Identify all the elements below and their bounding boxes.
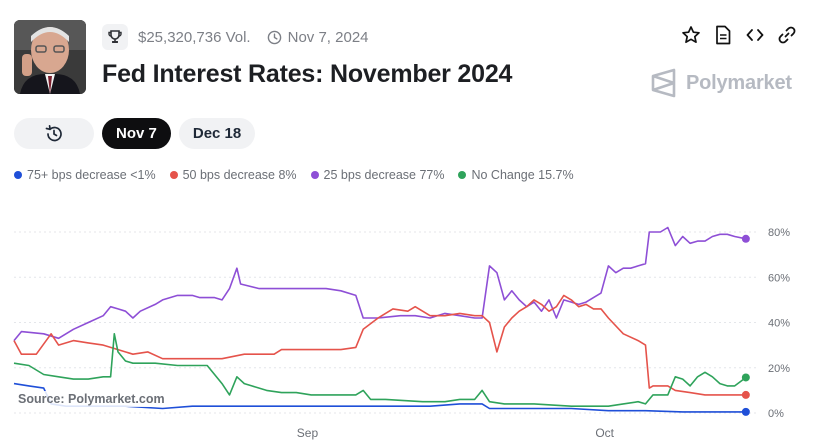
legend-label: 75+ bps decrease <1% [27, 168, 156, 182]
code-icon[interactable] [745, 25, 765, 45]
volume-text: $25,320,736 Vol. [138, 28, 251, 46]
y-tick-label: 60% [768, 272, 790, 284]
series-line-25-bps-decrease [13, 226, 747, 342]
tab-nov-7[interactable]: Nov 7 [102, 118, 171, 149]
trophy-icon [102, 24, 128, 50]
market-meta: $25,320,736 Vol. Nov 7, 2024 [102, 24, 369, 50]
legend-item: 25 bps decrease 77% [310, 168, 445, 182]
date-tabs: Nov 7 Dec 18 [14, 118, 256, 149]
market-actions [681, 25, 797, 45]
document-icon[interactable] [713, 25, 733, 45]
series-end-point-75-bps-decrease [741, 407, 750, 416]
legend-item: No Change 15.7% [458, 168, 574, 182]
y-tick-label: 80% [768, 227, 790, 239]
portrait-image [14, 20, 86, 94]
history-button[interactable] [14, 118, 94, 149]
legend-dot [458, 171, 467, 179]
legend-dot [310, 171, 319, 179]
brand-name: Polymarket [686, 71, 792, 94]
clock-icon [267, 30, 282, 45]
tab-dec-18[interactable]: Dec 18 [178, 118, 256, 149]
y-tick-label: 40% [768, 318, 790, 330]
source-label: Source: Polymarket.com [14, 391, 169, 407]
market-avatar [14, 20, 86, 94]
series-end-point-no-change [741, 373, 750, 382]
history-icon [45, 124, 62, 141]
brand-logo: Polymarket [650, 68, 792, 98]
x-tick-label: Oct [595, 426, 614, 440]
series-line-no-change [13, 333, 747, 407]
series-end-point-50-bps-decrease [741, 390, 750, 399]
link-icon[interactable] [777, 25, 797, 45]
series-line-50-bps-decrease [13, 294, 746, 396]
legend-dot [169, 171, 178, 179]
star-icon[interactable] [681, 25, 701, 45]
polymarket-logo-icon [651, 68, 676, 98]
legend-label: No Change 15.7% [471, 168, 574, 182]
legend-dot [14, 171, 22, 179]
page-title: Fed Interest Rates: November 2024 [102, 60, 513, 88]
y-tick-label: 20% [768, 363, 790, 375]
legend-item: 50 bps decrease 8% [169, 168, 297, 182]
y-tick-label: 0% [768, 408, 784, 420]
series-end-point-25-bps-decrease [741, 234, 750, 243]
legend-label: 25 bps decrease 77% [323, 168, 445, 182]
chart-legend: 75+ bps decrease <1% 50 bps decrease 8% … [14, 168, 574, 182]
end-date-text: Nov 7, 2024 [287, 28, 369, 46]
legend-item: 75+ bps decrease <1% [14, 168, 156, 182]
x-tick-label: Sep [297, 426, 319, 440]
legend-label: 50 bps decrease 8% [182, 168, 297, 182]
